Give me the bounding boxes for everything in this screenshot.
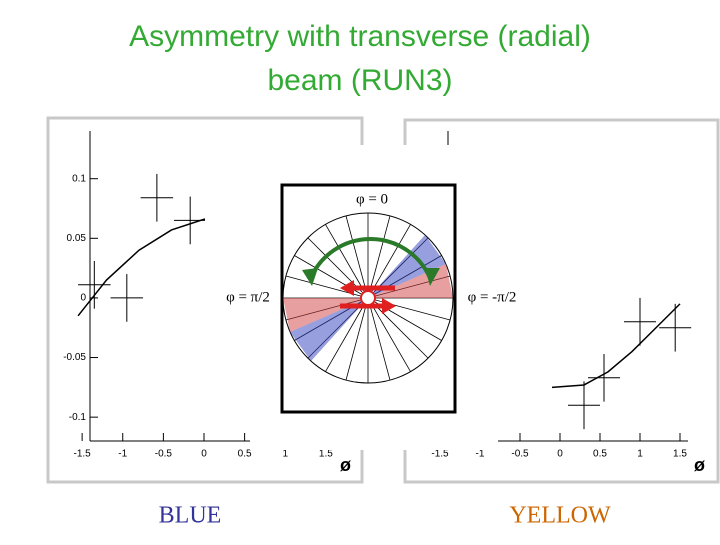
arrow-head — [340, 280, 354, 296]
caption: YELLOW — [509, 503, 611, 529]
x-tick-label: -1.5 — [74, 449, 92, 460]
y-tick-label: -0.1 — [69, 412, 87, 423]
fit-curve — [551, 303, 681, 389]
x-axis-label: ø — [340, 455, 351, 475]
title-line: beam (RUN3) — [267, 64, 452, 97]
spoke — [285, 275, 369, 299]
spoke — [294, 255, 369, 299]
sector — [290, 298, 368, 361]
spoke — [325, 297, 369, 372]
y-tick-label: -0.05 — [63, 352, 86, 363]
x-tick-label: 0 — [557, 449, 563, 460]
diagram-label: φ = -π/2 — [468, 289, 517, 305]
caption: BLUE — [159, 503, 222, 529]
polarimeter-diagram: φ = 0 φ = π/2 φ = -π/2 — [205, 145, 535, 450]
x-tick-label: 1 — [282, 449, 288, 460]
arrow-head — [425, 268, 440, 286]
spoke — [367, 297, 411, 372]
target — [360, 290, 376, 306]
spoke — [367, 215, 391, 299]
y-tick-label: 0.05 — [67, 233, 87, 244]
x-tick-label: -1 — [118, 449, 127, 460]
spoke — [345, 297, 369, 381]
title-line: Asymmetry with transverse (radial) — [129, 20, 591, 53]
x-tick-label: -0.5 — [511, 449, 529, 460]
rotation-arrow — [308, 237, 432, 281]
x-axis-label: ø — [694, 455, 705, 475]
x-tick-label: 0 — [201, 449, 207, 460]
spoke — [367, 297, 391, 381]
x-tick-label: 1.5 — [319, 449, 333, 460]
x-tick-label: 0.5 — [593, 449, 607, 460]
diagram-label: φ = π/2 — [226, 289, 270, 305]
x-tick-label: 0.5 — [238, 449, 252, 460]
y-tick-label: 0.1 — [72, 173, 86, 184]
diagram-label: φ = 0 — [356, 191, 388, 207]
x-tick-label: -1.5 — [431, 449, 449, 460]
spoke — [345, 215, 369, 299]
x-tick-label: -1 — [476, 449, 485, 460]
x-tick-label: 1 — [637, 449, 643, 460]
arrow-head — [302, 268, 318, 286]
y-tick-label: 0 — [80, 293, 86, 304]
x-tick-label: -0.5 — [155, 449, 173, 460]
sector — [368, 235, 446, 298]
spoke — [367, 297, 451, 321]
arrow-head — [382, 298, 396, 314]
x-tick-label: 1.5 — [673, 449, 687, 460]
